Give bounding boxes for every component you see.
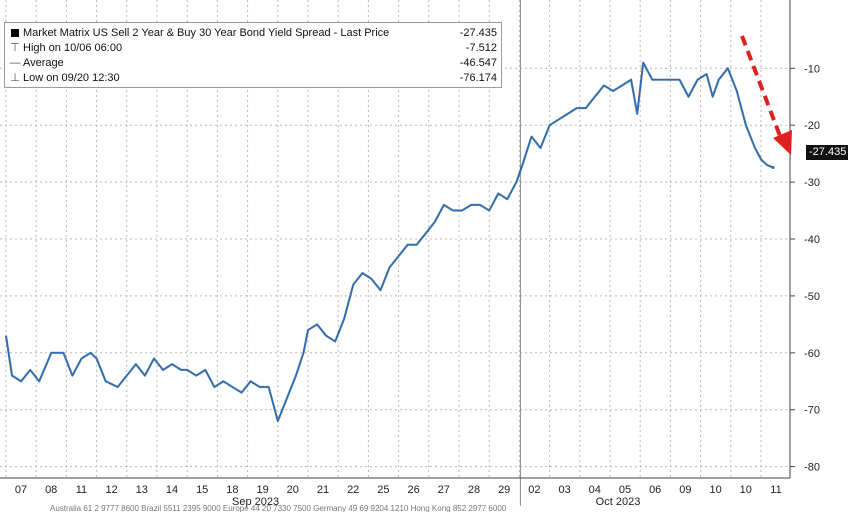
x-tick-label: 25 [377,484,389,496]
footer-contact-note: Australia 61 2 9777 8600 Brazil 5511 239… [50,504,507,512]
y-tick-label: -20 [804,120,820,132]
x-tick-label: 20 [287,484,299,496]
y-tick-label: -10 [804,63,820,75]
last-point [771,165,775,169]
x-tick-label: 05 [619,484,631,496]
x-tick-label: 03 [558,484,570,496]
x-tick-label: 19 [256,484,268,496]
series-swatch-icon [7,28,23,37]
x-tick-label: 10 [740,484,752,496]
y-tick-label: -70 [804,405,820,417]
month-label: Oct 2023 [596,496,641,508]
legend-row-high: ⊤ High on 10/06 06:00 -7.512 [7,40,497,55]
y-tick-label: -80 [804,462,820,474]
high-marker-icon: ⊤ [10,42,20,54]
last-price-badge: -27.435 [806,145,848,160]
legend-row-low: ⊥ Low on 09/20 12:30 -76.174 [7,70,497,85]
low-marker-icon: ⊥ [10,72,20,84]
x-tick-label: 14 [166,484,178,496]
x-tick-label: 07 [15,484,27,496]
x-tick-label: 08 [45,484,57,496]
y-tick-label: -50 [804,291,820,303]
x-tick-label: 15 [196,484,208,496]
series-line-shadow [4,61,774,423]
x-tick-label: 12 [105,484,117,496]
legend-low-value: -76.174 [459,71,497,84]
legend-title-value: -27.435 [459,26,497,39]
y-tick-label: -60 [804,348,820,360]
legend-average-value: -46.547 [459,56,497,69]
x-tick-label: 02 [528,484,540,496]
average-marker-icon: — [9,56,21,69]
x-tick-label: 13 [136,484,148,496]
x-tick-label: 09 [679,484,691,496]
x-tick-label: 18 [226,484,238,496]
trend-arrow-head [773,130,792,155]
series-line [5,61,774,422]
x-tick-label: 21 [317,484,329,496]
legend-high-value: -7.512 [465,41,497,54]
y-tick-label: -30 [804,177,820,189]
x-tick-label: 11 [76,484,87,496]
legend-row-average: — Average -46.547 [7,55,498,70]
x-tick-label: 28 [468,484,480,496]
x-tick-label: 10 [709,484,721,496]
x-tick-label: 04 [589,484,601,496]
chart-legend: Market Matrix US Sell 2 Year & Buy 30 Ye… [4,22,502,88]
x-tick-label: 22 [347,484,359,496]
x-tick-label: 29 [498,484,510,496]
y-tick-label: -40 [804,234,820,246]
legend-high-label: High on 10/06 06:00 [23,41,123,54]
x-tick-label: 11 [770,484,781,496]
x-tick-label: 27 [438,484,450,496]
legend-row-title: Market Matrix US Sell 2 Year & Buy 30 Ye… [7,25,497,40]
legend-title: Market Matrix US Sell 2 Year & Buy 30 Ye… [23,26,390,39]
month-label: Sep 2023 [232,496,279,508]
legend-low-label: Low on 09/20 12:30 [23,71,120,84]
trend-arrow-shaft [740,35,782,137]
x-tick-label: 26 [407,484,419,496]
x-tick-label: 06 [649,484,661,496]
legend-average-label: Average [23,56,64,69]
